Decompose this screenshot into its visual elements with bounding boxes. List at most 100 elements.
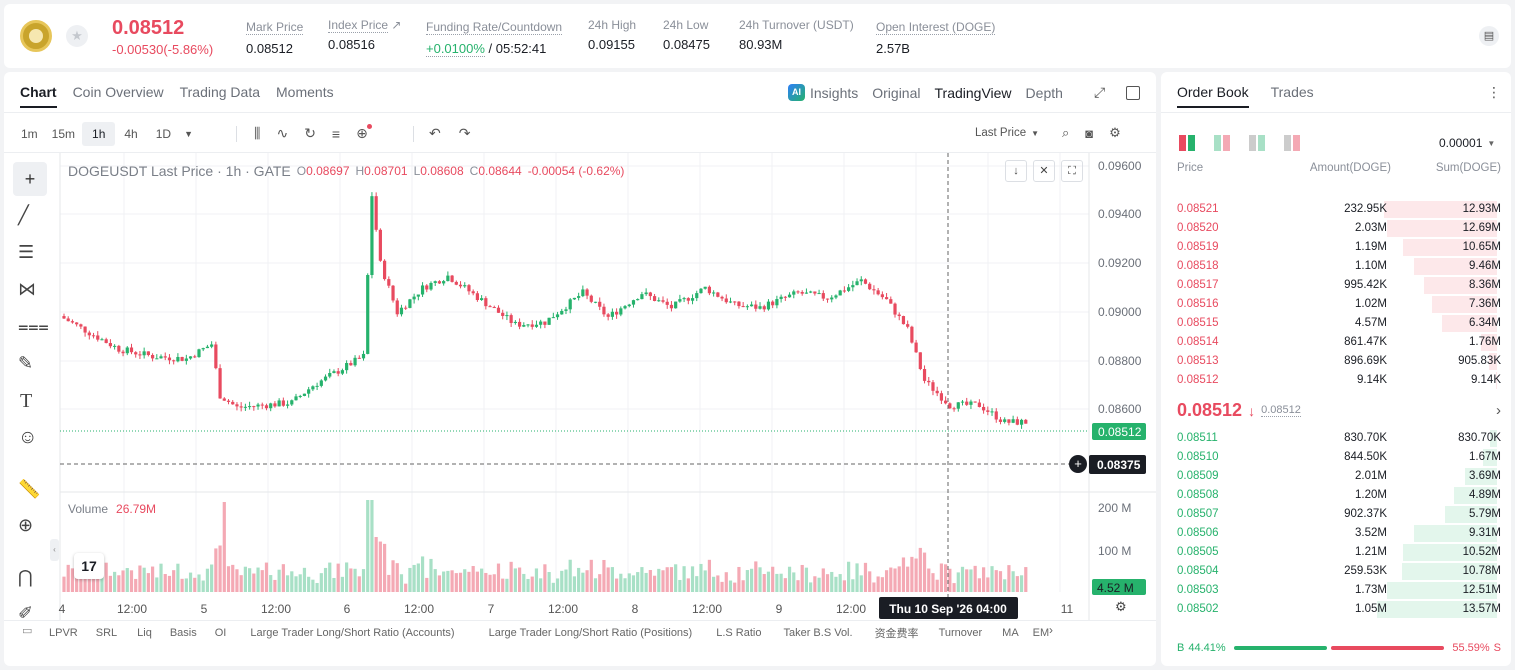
indicator-item[interactable]: OI (214, 627, 227, 639)
tab-insights[interactable]: AI Insights (788, 84, 858, 101)
bid-row[interactable]: 0.08505 1.21M 10.52M (1161, 543, 1511, 562)
bid-row[interactable]: 0.08507 902.37K 5.79M (1161, 505, 1511, 524)
tab-depth[interactable]: Depth (1025, 84, 1063, 101)
indicator-item[interactable]: Basis (169, 627, 197, 639)
mid-price-row[interactable]: 0.08512 ↓ 0.08512 › (1177, 400, 1501, 420)
chevron-right-icon[interactable]: › (1496, 402, 1501, 419)
tab-order-book[interactable]: Order Book (1177, 84, 1249, 108)
fullscreen-icon[interactable]: ⛶ (1061, 160, 1083, 182)
indicator-list-icon[interactable]: ▭ (22, 625, 33, 637)
indicator-item[interactable]: Taker B.S Vol. (783, 627, 853, 639)
order-price: 0.08513 (1177, 355, 1219, 367)
indicator-item[interactable]: Liq (137, 627, 152, 639)
bid-row[interactable]: 0.08509 2.01M 3.69M (1161, 467, 1511, 486)
replay-icon[interactable]: ↻ (304, 125, 316, 141)
indicator-item[interactable]: L.S Ratio (716, 627, 762, 639)
bid-row[interactable]: 0.08511 830.70K 830.70K (1161, 429, 1511, 448)
ask-row[interactable]: 0.08515 4.57M 6.34M (1161, 314, 1511, 333)
indicator-item[interactable]: Large Trader Long/Short Ratio (Positions… (488, 627, 693, 639)
chevron-right-icon[interactable]: › (1049, 623, 1053, 637)
indicator-item[interactable]: EMA (1032, 627, 1049, 639)
ask-row[interactable]: 0.08513 896.69K 905.83K (1161, 352, 1511, 371)
bid-row[interactable]: 0.08506 3.52M 9.31M (1161, 524, 1511, 543)
tab-tradingview[interactable]: TradingView (934, 84, 1012, 101)
collapse-toolbar-icon[interactable]: ‹ (50, 539, 59, 561)
brush-icon[interactable]: ✎ (18, 353, 34, 373)
ask-row[interactable]: 0.08520 2.03M 12.69M (1161, 219, 1511, 238)
pencil-icon[interactable]: ✐ (18, 603, 34, 623)
magnet-icon[interactable]: ⋂ (18, 567, 33, 587)
templates-icon[interactable]: ≡ (331, 125, 341, 142)
chart-settings-icon[interactable]: ⚙ (1115, 599, 1127, 614)
precision-select[interactable]: 0.00001 ▼ (1439, 136, 1496, 150)
interval-1m[interactable]: 1m (21, 127, 38, 141)
bid-row[interactable]: 0.08508 1.20M 4.89M (1161, 486, 1511, 505)
price-source-select[interactable]: Last Price ▼ (975, 127, 1040, 139)
ask-row[interactable]: 0.08516 1.02M 7.36M (1161, 295, 1511, 314)
undo-icon[interactable]: ↶ (429, 125, 441, 141)
ask-row[interactable]: 0.08514 861.47K 1.76M (1161, 333, 1511, 352)
layout-both-icon[interactable] (1179, 135, 1195, 151)
window-icon[interactable] (1126, 86, 1140, 100)
indicator-item[interactable]: 资金费率 (874, 628, 919, 640)
zoom-in-icon[interactable]: ⊕ (18, 515, 34, 535)
tab-trades[interactable]: Trades (1270, 84, 1314, 100)
order-amount: 232.95K (1344, 203, 1387, 215)
chevron-down-icon[interactable]: ▼ (184, 129, 193, 139)
horizontal-lines-icon[interactable]: ☰ (18, 242, 35, 262)
candle-type-icon[interactable]: ⫼ (254, 125, 261, 141)
favorite-star-icon[interactable]: ★ (66, 25, 88, 47)
bid-row[interactable]: 0.08502 1.05M 13.57M (1161, 600, 1511, 619)
tab-original[interactable]: Original (872, 84, 921, 101)
layout-bids-icon[interactable] (1249, 135, 1265, 151)
layout-asks-icon[interactable] (1284, 135, 1300, 151)
add-alert-icon[interactable]: ⊕ (356, 124, 372, 142)
expand-icon[interactable]: ⤢ (1094, 84, 1106, 100)
indicator-item[interactable]: SRL (95, 627, 118, 639)
volume-bar (716, 575, 720, 592)
emoji-icon[interactable]: ☺ (18, 427, 38, 448)
ask-row[interactable]: 0.08521 232.95K 12.93M (1161, 200, 1511, 219)
book-icon[interactable]: ▤ (1479, 26, 1499, 46)
stat-index-price[interactable]: Index Price ↗ 0.08516 (328, 18, 402, 52)
redo-icon[interactable]: ↷ (458, 125, 471, 141)
ask-row[interactable]: 0.08518 1.10M 9.46M (1161, 257, 1511, 276)
tab-trading-data[interactable]: Trading Data (179, 84, 261, 100)
camera-icon[interactable]: ◙ (1085, 125, 1094, 141)
indicator-item[interactable]: LPVR (49, 627, 78, 639)
volume-bar (842, 580, 846, 592)
gear-icon[interactable]: ⚙ (1109, 125, 1121, 140)
layout-mixed-icon[interactable] (1214, 135, 1230, 151)
interval-1h[interactable]: 1h (82, 122, 116, 146)
collapse-icon[interactable]: ✕ (1033, 160, 1055, 182)
more-options-icon[interactable]: ⋮ (1487, 84, 1501, 100)
indicators-icon[interactable]: ∿ (276, 125, 289, 141)
tab-chart[interactable]: Chart (20, 84, 57, 108)
interval-4h[interactable]: 4h (124, 127, 138, 141)
ask-row[interactable]: 0.08519 1.19M 10.65M (1161, 238, 1511, 257)
bid-row[interactable]: 0.08503 1.73M 12.51M (1161, 581, 1511, 600)
ask-row[interactable]: 0.08512 9.14K 9.14K (1161, 371, 1511, 390)
ruler-icon[interactable]: 📏 (18, 479, 41, 499)
ask-row[interactable]: 0.08517 995.42K 8.36M (1161, 276, 1511, 295)
indicator-item[interactable]: MA (1002, 627, 1019, 639)
text-icon[interactable]: T (20, 390, 33, 412)
candle-body (606, 314, 610, 317)
bid-row[interactable]: 0.08504 259.53K 10.78M (1161, 562, 1511, 581)
add-price-line-icon[interactable]: + (1069, 455, 1087, 473)
pattern-icon[interactable]: ⋈ (18, 279, 36, 299)
search-icon[interactable]: ⌕ (1062, 125, 1070, 140)
volume-bar (893, 568, 897, 592)
indicator-item[interactable]: Large Trader Long/Short Ratio (Accounts) (250, 627, 455, 639)
crosshair-icon[interactable]: + (13, 162, 47, 196)
interval-15m[interactable]: 15m (51, 127, 76, 141)
indicator-item[interactable]: Turnover (938, 627, 983, 639)
scroll-down-icon[interactable]: ↓ (1005, 160, 1027, 182)
trend-line-icon[interactable]: ╱ (18, 205, 29, 225)
tab-moments[interactable]: Moments (276, 84, 334, 100)
candlestick-chart[interactable]: 0.09600 0.09400 0.09200 0.09000 0.08800 0.086… (4, 72, 1156, 666)
bid-row[interactable]: 0.08510 844.50K 1.67M (1161, 448, 1511, 467)
interval-1d[interactable]: 1D (155, 127, 172, 141)
tab-coin-overview[interactable]: Coin Overview (72, 84, 164, 100)
fib-icon[interactable]: ⩶ (18, 316, 49, 336)
